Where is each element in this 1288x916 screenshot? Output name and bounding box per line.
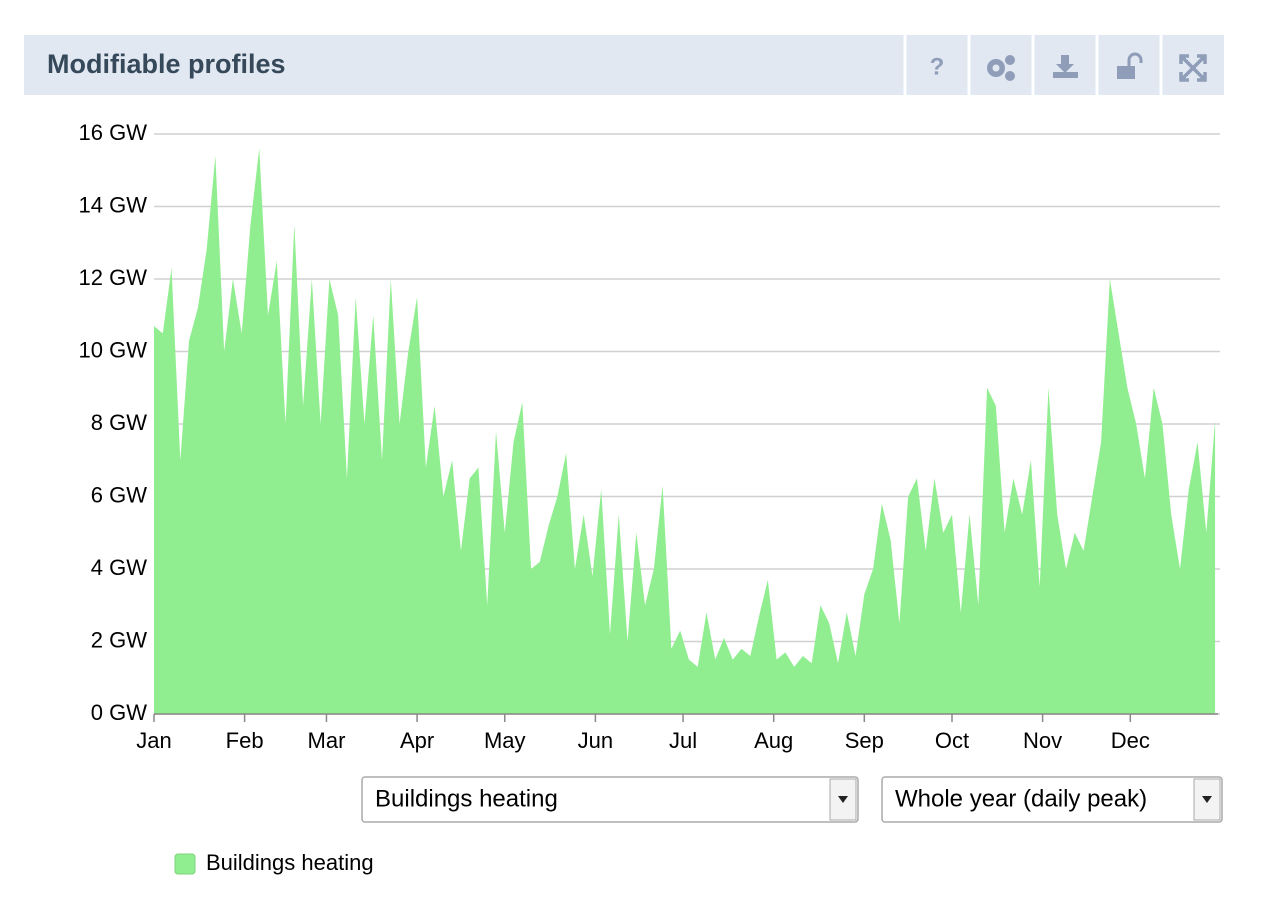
y-tick-label: 8 GW	[91, 410, 147, 435]
header-bar	[24, 35, 1224, 95]
period-select-value: Whole year (daily peak)	[895, 785, 1147, 812]
x-tick-label: Jun	[578, 728, 613, 753]
period-select[interactable]: Whole year (daily peak)	[881, 776, 1223, 823]
download-button[interactable]	[1053, 55, 1078, 78]
fullscreen-button[interactable]	[1179, 54, 1207, 82]
legend: Buildings heating	[174, 850, 374, 875]
settings-button[interactable]	[987, 55, 1015, 81]
y-tick-label: 2 GW	[91, 627, 147, 652]
y-tick-label: 14 GW	[79, 192, 148, 217]
legend-label: Buildings heating	[206, 850, 374, 875]
chart: 0 GW 2 GW 4 GW 6 GW 8 GW 10 GW 12 GW 14 GW 16 GW…	[79, 120, 1220, 753]
x-tick-label: Dec	[1111, 728, 1150, 753]
y-tick-label: 6 GW	[91, 482, 147, 507]
x-tick-label: Sep	[845, 728, 884, 753]
lock-button[interactable]	[1117, 52, 1143, 79]
x-tick-label: Oct	[935, 728, 969, 753]
y-tick-label: 4 GW	[91, 555, 147, 580]
x-tick-label: Jan	[136, 728, 171, 753]
legend-swatch	[174, 853, 196, 875]
y-tick-label: 0 GW	[91, 700, 147, 725]
y-tick-label: 10 GW	[79, 337, 148, 362]
profile-select[interactable]: Buildings heating	[361, 776, 859, 823]
x-tick-label: Apr	[400, 728, 434, 753]
x-tick-label: Feb	[226, 728, 264, 753]
toolbar	[903, 35, 1163, 95]
area	[154, 148, 1216, 714]
x-tick-label: Jul	[669, 728, 697, 753]
y-tick-label: 12 GW	[79, 265, 148, 290]
help-button[interactable]: ?	[930, 53, 945, 80]
x-tick-label: Mar	[308, 728, 346, 753]
x-tick-label: Nov	[1023, 728, 1062, 753]
profile-select-value: Buildings heating	[375, 785, 558, 812]
panel-title: Modifiable profiles	[47, 49, 286, 79]
x-tick-label: Aug	[754, 728, 793, 753]
x-tick-label: May	[484, 728, 526, 753]
y-tick-label: 16 GW	[79, 120, 148, 145]
